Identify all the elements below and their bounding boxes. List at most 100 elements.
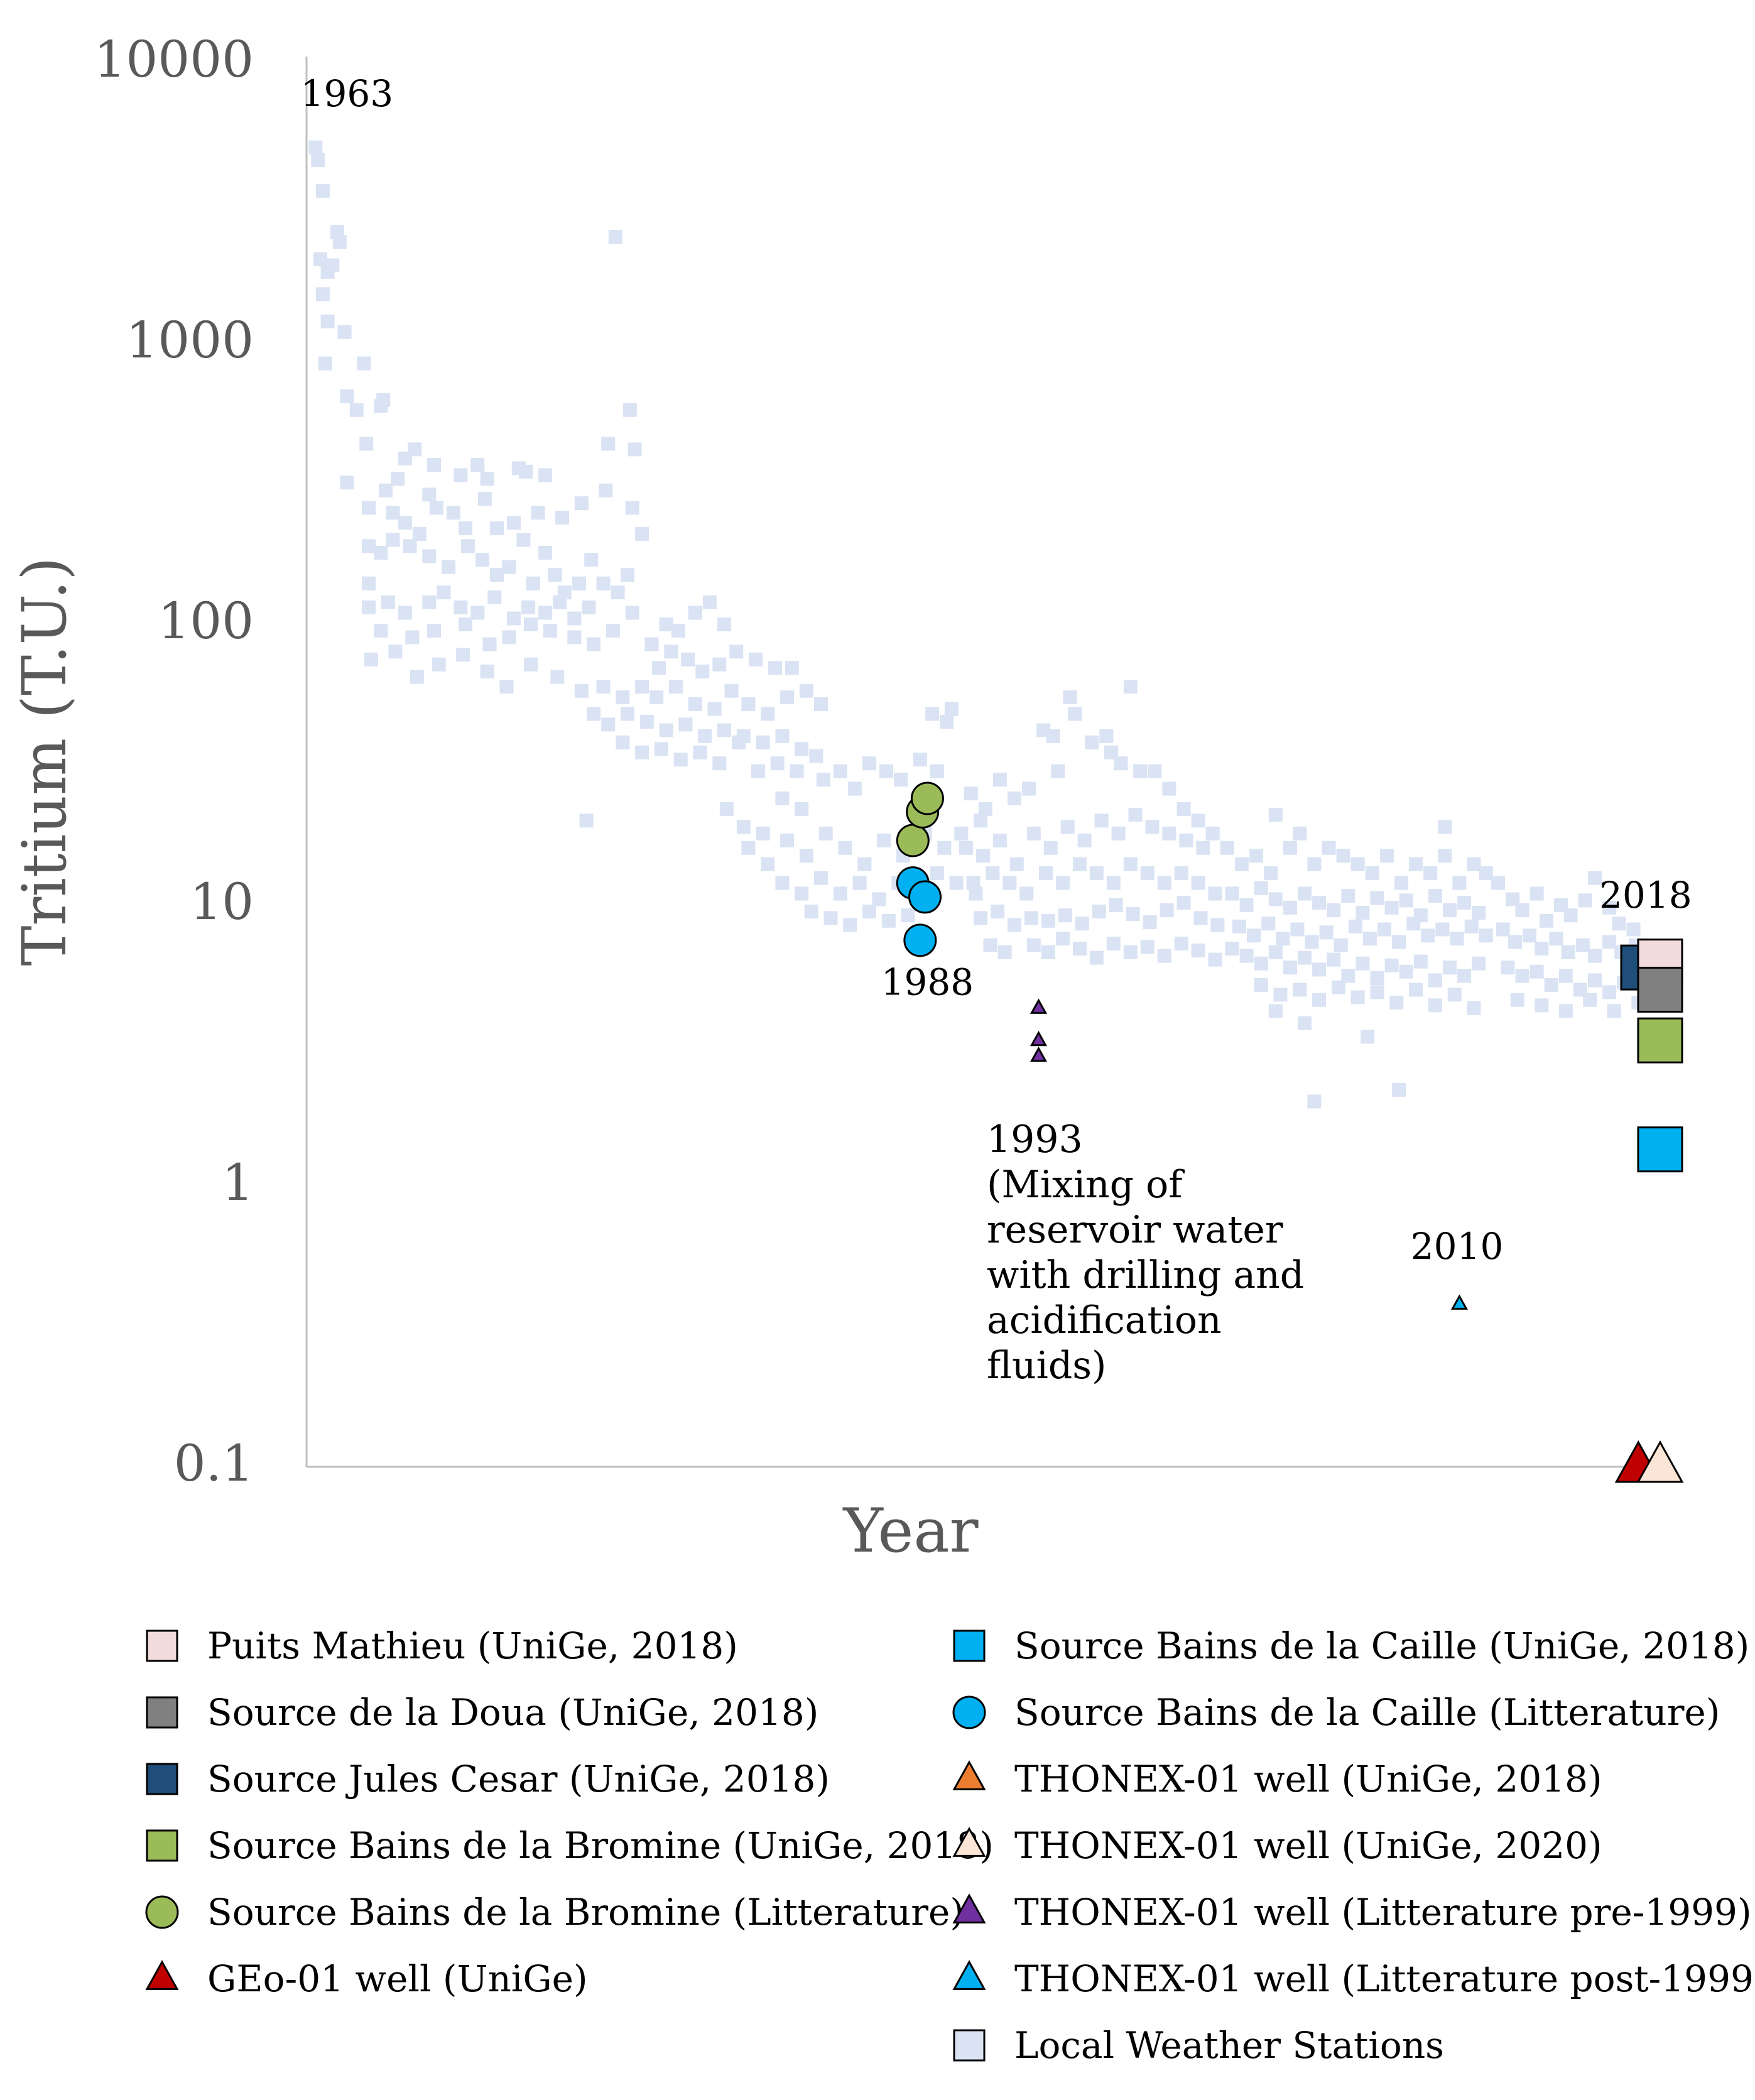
y-tick-label: 0.1 xyxy=(174,1434,254,1493)
weather-station-point xyxy=(1336,849,1350,863)
weather-station-point xyxy=(770,756,785,771)
weather-station-point xyxy=(1467,857,1481,871)
weather-station-point xyxy=(1348,919,1362,933)
weather-station-point xyxy=(480,664,494,678)
weather-station-point xyxy=(1041,913,1055,928)
legend-label: Source Bains de la Bromine (Litterature) xyxy=(207,1891,964,1934)
weather-station-point xyxy=(695,664,710,678)
weather-station-point xyxy=(799,683,813,698)
weather-station-point xyxy=(838,841,852,855)
weather-station-point xyxy=(429,501,443,515)
weather-station-point xyxy=(524,657,538,672)
weather-station-point xyxy=(538,468,553,482)
weather-station-point xyxy=(975,849,990,863)
weather-station-point xyxy=(1268,892,1283,906)
weather-station-point xyxy=(386,533,400,547)
legend-marker xyxy=(145,1895,179,1929)
weather-station-point xyxy=(974,813,988,828)
weather-station-point xyxy=(516,533,531,547)
weather-station-point xyxy=(1290,922,1305,937)
weather-station-point xyxy=(649,690,664,705)
annotation-label: 1988 xyxy=(881,960,974,1003)
weather-station-point xyxy=(1334,938,1348,952)
weather-station-point xyxy=(635,526,649,541)
weather-station-point xyxy=(521,600,536,614)
weather-station-point xyxy=(1305,935,1319,949)
weather-station-point xyxy=(1428,973,1442,987)
weather-station-point xyxy=(1293,826,1307,841)
legend-marker xyxy=(952,1760,986,1790)
weather-station-point xyxy=(531,506,545,520)
weather-station-point xyxy=(1068,707,1082,721)
weather-station-point xyxy=(1472,956,1486,971)
weather-station-point xyxy=(628,442,642,457)
weather-station-point xyxy=(693,745,707,759)
annotations: 1963 1988 1993 (Mixing of reservoir water wit… xyxy=(301,72,1692,1388)
weather-station-point xyxy=(470,606,485,620)
weather-station-point xyxy=(1210,918,1225,932)
weather-station-point xyxy=(1232,919,1247,933)
weather-station-point xyxy=(698,729,712,743)
weather-station-point xyxy=(1602,900,1617,915)
weather-station-point xyxy=(1268,945,1283,959)
weather-station-point xyxy=(470,458,485,472)
weather-station-point xyxy=(1588,949,1602,963)
weather-station-point xyxy=(315,287,330,302)
weather-station-point xyxy=(775,792,790,806)
legend-label: THONEX-01 well (Litterature pre-1999) xyxy=(1014,1891,1752,1934)
weather-station-point xyxy=(308,140,323,155)
weather-station-point xyxy=(1491,876,1505,890)
weather-station-point xyxy=(862,904,876,918)
weather-station-point xyxy=(507,516,521,530)
weather-station-point xyxy=(719,802,734,816)
weather-station-point xyxy=(804,904,818,918)
weather-station-point xyxy=(930,866,944,881)
annotation-label: 2018 xyxy=(1599,874,1692,917)
weather-station-point xyxy=(1094,813,1109,828)
weather-station-point xyxy=(1423,866,1438,881)
weather-station-point xyxy=(1409,982,1423,997)
weather-station-point xyxy=(1558,969,1573,983)
weather-station-point xyxy=(1123,680,1138,694)
weather-station-point xyxy=(454,468,468,482)
weather-station-point xyxy=(966,876,981,890)
weather-station-point xyxy=(437,585,451,600)
weather-station-point xyxy=(1239,949,1254,963)
weather-station-point xyxy=(330,225,344,239)
weather-station-point xyxy=(1041,945,1055,959)
weather-station-point xyxy=(1143,915,1157,930)
weather-station-point xyxy=(313,252,328,266)
weather-station-point xyxy=(1575,938,1590,952)
weather-station-point xyxy=(681,652,695,666)
weather-station-point xyxy=(412,526,427,541)
weather-station-point xyxy=(717,617,731,631)
weather-station-point xyxy=(362,501,376,515)
weather-station-point xyxy=(1406,917,1421,931)
weather-station-point xyxy=(1530,964,1544,979)
weather-station-point xyxy=(1607,1004,1621,1018)
weather-station-point xyxy=(1104,745,1118,759)
weather-station-point xyxy=(608,230,622,244)
weather-station-point xyxy=(671,623,685,638)
weather-station-point xyxy=(930,764,944,778)
weather-station-point xyxy=(1019,886,1034,901)
data-point-circle xyxy=(910,781,944,815)
data-point-square xyxy=(1637,1126,1683,1173)
weather-station-point xyxy=(913,753,927,767)
weather-station-point xyxy=(983,938,997,952)
weather-station-point xyxy=(1535,998,1549,1013)
weather-station-point xyxy=(1264,866,1278,881)
weather-station-point xyxy=(1578,893,1592,908)
annotation-label: 1993 (Mixing of reservoir water with drilli… xyxy=(987,1118,1304,1388)
weather-station-point xyxy=(1457,896,1472,910)
weather-station-point xyxy=(1024,911,1038,925)
x-axis-title: Year xyxy=(842,1496,979,1566)
weather-station-point xyxy=(790,764,804,778)
weather-station-point xyxy=(818,826,833,841)
weather-station-point xyxy=(1479,928,1493,943)
weather-station-point xyxy=(1261,917,1276,931)
weather-station-point xyxy=(574,496,589,511)
legend-label: Local Weather Stations xyxy=(1014,2024,1444,2067)
weather-station-point xyxy=(1523,928,1537,943)
weather-station-point xyxy=(799,849,813,863)
